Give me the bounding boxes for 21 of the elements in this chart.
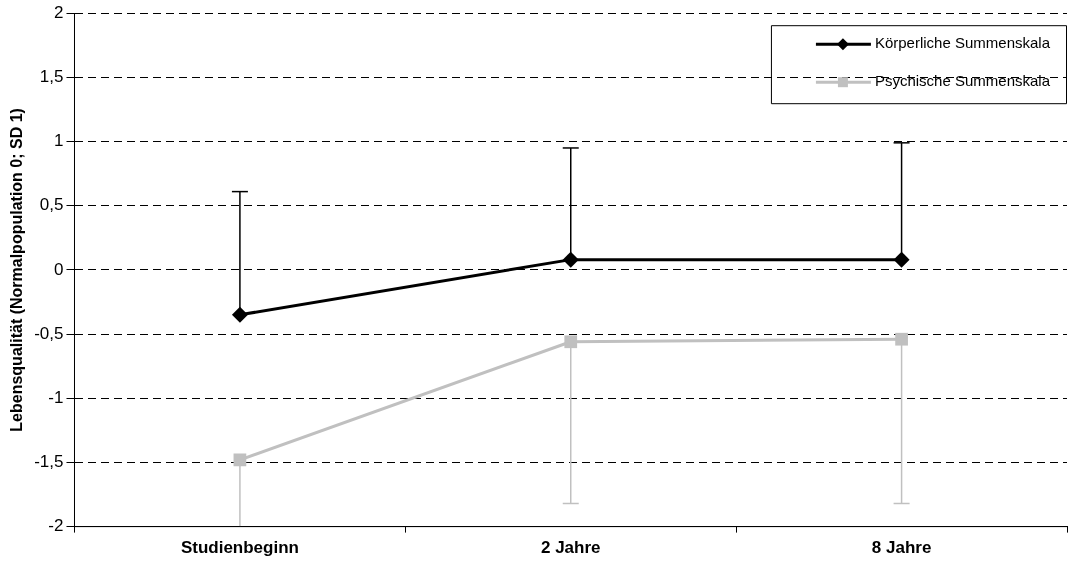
point <box>564 335 578 349</box>
x-tick-label: Studienbeginn <box>180 538 299 558</box>
y-tick-label: -1,5 <box>34 452 64 472</box>
point <box>233 453 247 467</box>
y-tick-label: 0 <box>54 259 64 279</box>
y-tick-label: -0,5 <box>34 323 64 343</box>
legend-label: Körperliche Summenskala <box>874 34 1051 52</box>
y-tick-label: 1 <box>54 131 64 151</box>
y-tick-label: 0,5 <box>39 195 64 215</box>
x-tick-label: 8 Jahre <box>871 538 932 558</box>
point <box>562 251 579 268</box>
y-axis-title: Lebensqualität (Normalpopulation 0; SD 1) <box>8 108 26 432</box>
y-tick-label: -1 <box>48 387 64 407</box>
point <box>895 332 908 346</box>
point <box>231 306 248 323</box>
point <box>893 251 910 268</box>
y-tick-label: 2 <box>54 2 64 22</box>
x-tick-label: 2 Jahre <box>540 538 601 558</box>
y-tick-label: 1,5 <box>39 67 64 87</box>
legend-label: Psychische Summenskala <box>874 72 1051 90</box>
y-tick-label: -2 <box>48 516 64 536</box>
